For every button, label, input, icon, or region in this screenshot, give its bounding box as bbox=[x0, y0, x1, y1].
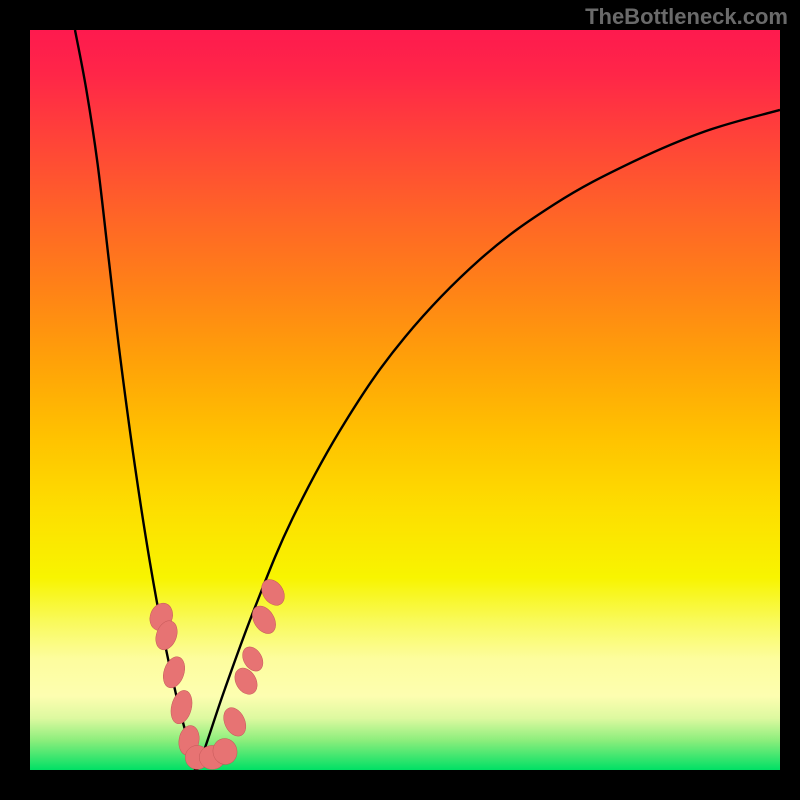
plot-background bbox=[30, 30, 780, 770]
bottleneck-chart: TheBottleneck.com bbox=[0, 0, 800, 800]
chart-svg bbox=[0, 0, 800, 800]
watermark-text: TheBottleneck.com bbox=[585, 4, 788, 30]
